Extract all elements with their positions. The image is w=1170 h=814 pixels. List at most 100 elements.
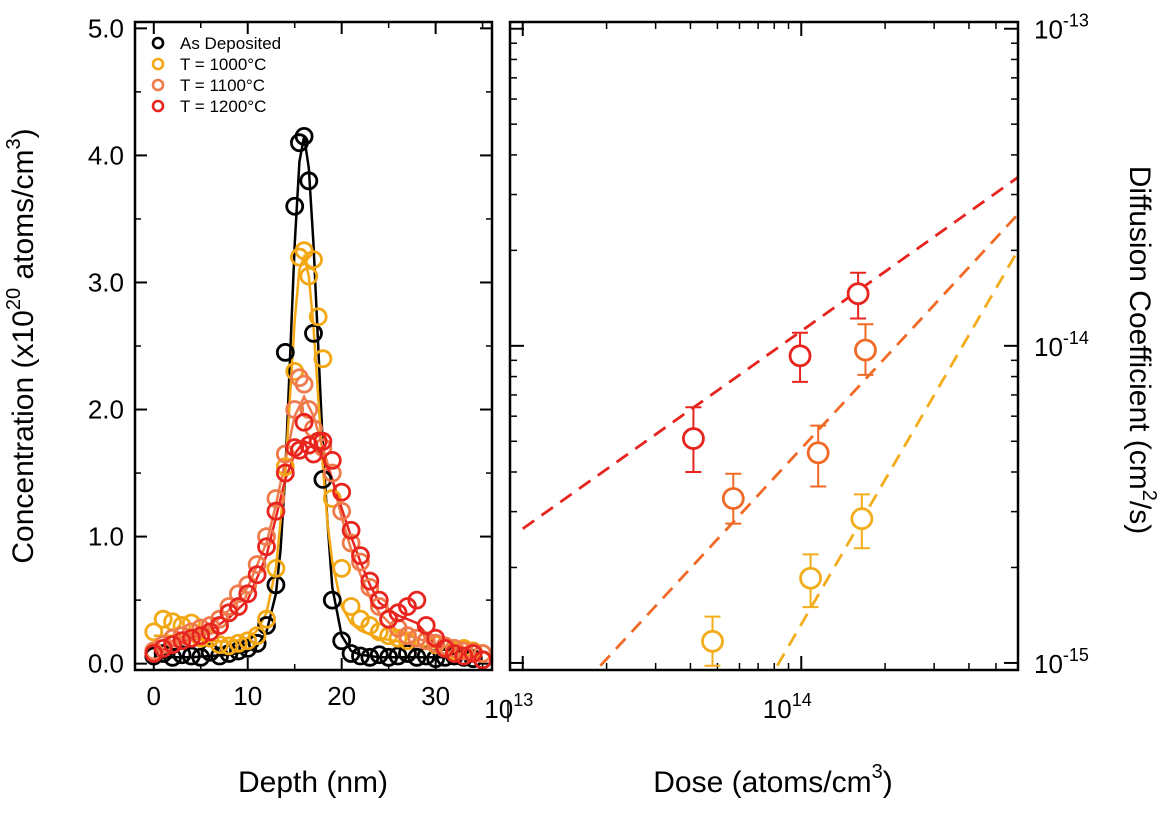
left-y-tick-label: 4.0 <box>88 140 124 170</box>
data-point-series-0 <box>369 645 389 665</box>
diffusion-point-series-1 <box>806 441 830 465</box>
data-point-series-2 <box>360 578 380 597</box>
data-point-series-2 <box>219 597 239 616</box>
data-point-series-3 <box>379 609 399 629</box>
data-point-series-1 <box>332 558 352 578</box>
data-point-series-1 <box>299 266 319 286</box>
data-point-series-3 <box>454 646 474 666</box>
data-point-series-1 <box>313 349 333 369</box>
right-tick-labels: 1013 1014 10-15 10-14 10-13 <box>484 11 1089 724</box>
data-point-series-1 <box>369 622 389 642</box>
left-y-tick-label: 5.0 <box>88 13 124 43</box>
data-point-series-0 <box>210 646 229 666</box>
data-point-series-0 <box>351 646 370 666</box>
data-point-series-2 <box>341 533 361 553</box>
right-x-tick-label: 1013 <box>484 690 533 724</box>
data-point-series-3 <box>351 546 370 566</box>
data-point-series-2 <box>454 641 474 661</box>
data-point-series-1 <box>144 622 164 642</box>
data-point-series-1 <box>341 597 361 616</box>
data-point-series-2 <box>294 374 314 394</box>
diffusion-point-series-2 <box>799 566 822 590</box>
data-point-series-1 <box>308 307 328 327</box>
data-point-series-0 <box>407 647 427 667</box>
data-point-series-1 <box>360 616 380 635</box>
right-y-tick-label: 10-14 <box>1034 328 1089 362</box>
data-point-series-2 <box>238 575 258 595</box>
diffusion-point-series-1 <box>721 487 745 510</box>
data-point-series-0 <box>275 342 295 362</box>
right-data-points <box>682 271 877 667</box>
fit-line-series-2 <box>776 249 1020 667</box>
data-point-series-3 <box>435 639 455 658</box>
data-point-series-1 <box>398 631 417 651</box>
left-fit-curves <box>153 136 483 660</box>
legend-marker-0 <box>151 36 165 50</box>
data-point-series-0 <box>294 126 314 146</box>
data-point-series-2 <box>257 527 276 546</box>
data-point-series-0 <box>181 646 201 666</box>
right-x-axis-label: Dose (atoms/cm3) <box>653 761 893 799</box>
data-point-series-3 <box>275 463 295 483</box>
left-y-tick-label: 1.0 <box>88 522 124 552</box>
data-point-series-3 <box>153 639 173 658</box>
data-point-series-0 <box>257 616 276 635</box>
right-fit-lines <box>521 176 1020 667</box>
left-x-tick-label: 20 <box>327 681 356 711</box>
data-point-series-1 <box>219 636 239 656</box>
data-point-series-1 <box>210 635 229 654</box>
data-point-series-3 <box>332 482 352 502</box>
data-point-series-0 <box>360 647 380 667</box>
data-point-series-0 <box>398 644 417 663</box>
left-x-tick-label: 0 <box>147 681 161 711</box>
data-point-series-3 <box>172 631 192 651</box>
data-point-series-1 <box>304 250 323 270</box>
data-point-series-3 <box>191 626 211 646</box>
data-point-series-3 <box>416 616 436 635</box>
diffusion-point-series-0 <box>788 344 812 368</box>
legend: As Deposited T = 1000°C T = 1100°C T = 1200… <box>151 34 281 116</box>
data-point-series-3 <box>426 628 446 648</box>
data-point-series-2 <box>322 463 342 483</box>
left-y-tick-label: 2.0 <box>88 395 124 425</box>
data-point-series-3 <box>238 584 258 604</box>
diffusion-point-series-0 <box>682 427 705 450</box>
data-point-series-3 <box>360 571 380 591</box>
left-ticks <box>135 22 492 670</box>
data-point-series-3 <box>181 628 201 648</box>
right-ticks <box>507 22 1019 722</box>
data-point-series-3 <box>266 501 286 521</box>
data-point-series-2 <box>285 400 305 419</box>
data-point-series-0 <box>238 639 258 658</box>
legend-marker-1 <box>151 57 165 71</box>
fit-line-series-1 <box>599 213 1020 667</box>
data-point-series-0 <box>247 633 267 653</box>
left-x-tick-label: 10 <box>233 681 262 711</box>
left-y-tick-label: 0.0 <box>88 649 124 679</box>
data-point-series-2 <box>247 555 267 574</box>
data-point-series-2 <box>473 644 493 663</box>
data-point-series-1 <box>153 609 173 629</box>
data-point-series-3 <box>398 597 417 616</box>
diffusion-point-series-0 <box>846 282 870 306</box>
right-panel: 1013 1014 10-15 10-14 10-13 Dose (atoms/cm3)… <box>484 11 1160 799</box>
data-point-series-3 <box>407 590 427 610</box>
data-point-series-0 <box>388 646 408 666</box>
right-x-tick-label: 1014 <box>763 690 812 724</box>
data-point-series-0 <box>341 644 361 663</box>
data-point-series-3 <box>210 616 229 635</box>
data-point-series-0 <box>332 631 352 651</box>
data-point-series-3 <box>473 650 493 670</box>
diffusion-point-series-2 <box>850 507 874 531</box>
data-point-series-2 <box>398 626 417 646</box>
data-point-series-3 <box>313 431 333 451</box>
left-tick-labels: 0 10 20 30 0.0 1.0 2.0 3.0 4.0 5.0 <box>88 13 450 711</box>
data-point-series-2 <box>332 501 352 521</box>
data-point-series-1 <box>351 609 370 629</box>
data-point-series-1 <box>388 628 408 648</box>
data-point-series-0 <box>191 647 211 667</box>
data-point-series-2 <box>407 628 427 648</box>
left-data-points <box>144 126 493 670</box>
